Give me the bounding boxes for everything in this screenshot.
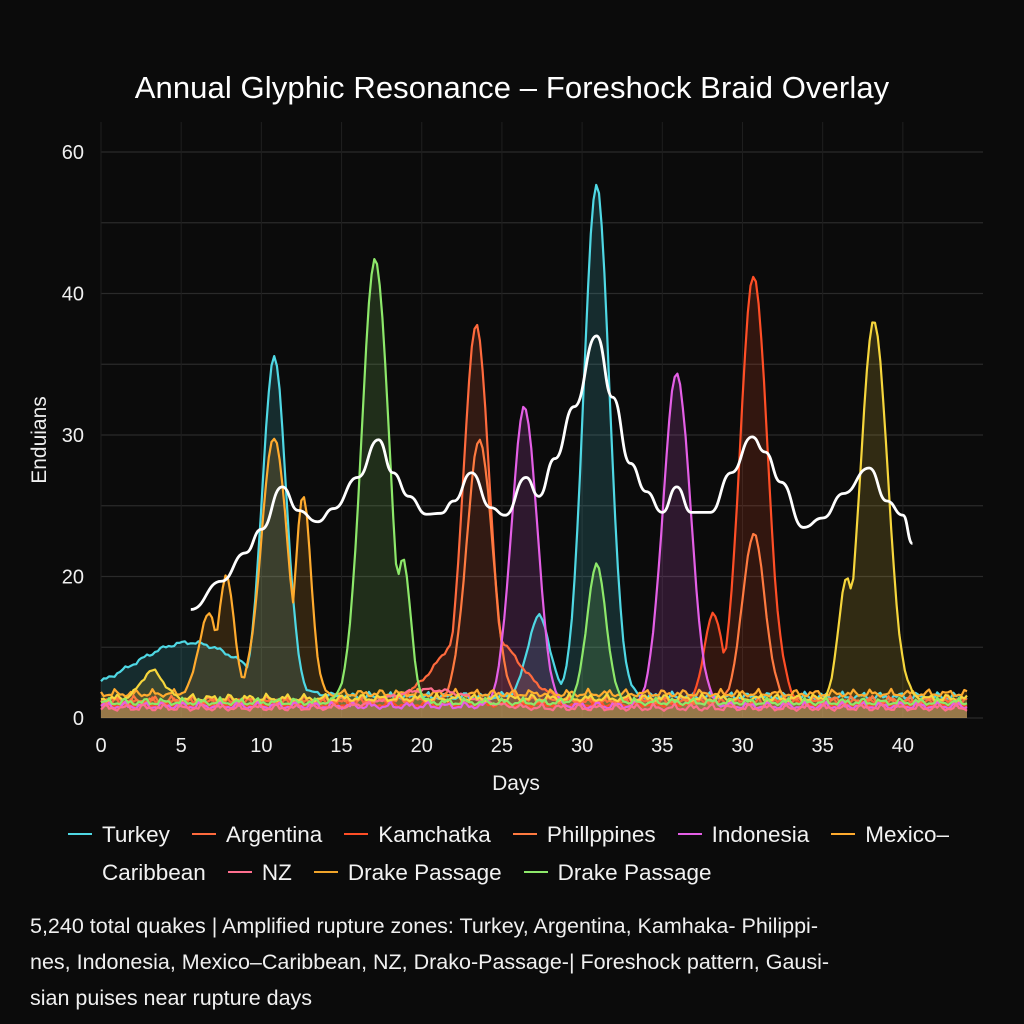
x-tick-label: 5 (176, 735, 187, 757)
x-tick-label: 20 (411, 735, 433, 757)
legend-swatch-icon (677, 833, 702, 836)
legend-item: Argentina (191, 816, 323, 854)
legend-swatch-icon (227, 871, 252, 874)
series-area (101, 438, 967, 718)
y-tick-label: 60 (62, 142, 84, 164)
legend-label: Caribbean (102, 860, 206, 885)
x-tick-label: 35 (812, 735, 834, 757)
legend-label: Phillppines (546, 822, 656, 847)
y-tick-label: 30 (62, 425, 84, 447)
legend-item: Drake Passage (523, 854, 712, 892)
footer-line: nes, Indonesia, Mexico–Caribbean, NZ, Dr… (30, 950, 830, 974)
series-line (100, 321, 968, 703)
legend-item: Mexico– (831, 816, 949, 854)
x-axis-label: Days (492, 772, 540, 795)
series-area (101, 373, 967, 718)
legend-label: Kamchatka (378, 822, 491, 847)
legend-label: Argentina (225, 822, 323, 847)
y-tick-label: 0 (73, 708, 84, 730)
y-tick-label: 40 (62, 284, 84, 306)
legend-swatch-icon (512, 833, 537, 836)
legend-item: Indonesia (677, 816, 810, 854)
legend-label: Indonesia (711, 822, 810, 847)
legend-item: Caribbean (102, 854, 206, 892)
legend-swatch-icon (313, 871, 338, 874)
legend-item: Turkey (68, 816, 170, 854)
x-tick-label: 40 (892, 735, 914, 757)
legend-label: Drake Passage (557, 860, 712, 885)
x-tick-label: 15 (330, 735, 352, 757)
footer-line: sian puises near rupture days (30, 986, 313, 1010)
legend: Turkey Argentina Kamchatka Phillppines Indon… (68, 816, 998, 892)
series-line (100, 687, 968, 712)
series-area (101, 184, 967, 718)
legend-label: NZ (261, 860, 292, 885)
footer-line: 5,240 total quakes | Amplified rupture z… (30, 914, 818, 938)
x-tick-label: 25 (491, 735, 513, 757)
legend-label: Turkey (102, 822, 170, 847)
legend-item: NZ (227, 854, 292, 892)
y-tick-label: 20 (62, 567, 84, 589)
legend-swatch-icon (523, 871, 548, 874)
footer-caption: 5,240 total quakes | Amplified rupture z… (30, 908, 990, 1016)
y-axis-label: Enduians (28, 396, 51, 484)
x-tick-label: 30 (731, 735, 753, 757)
x-axis-ticks: 0 5 10 15 20 25 30 35 30 35 40 (95, 735, 914, 757)
x-tick-label: 10 (250, 735, 272, 757)
trend-line-group (190, 334, 914, 611)
series-area (101, 276, 967, 718)
series-line (100, 437, 968, 698)
legend-swatch-icon (68, 833, 92, 836)
legend-item: Kamchatka (344, 816, 491, 854)
series-line (100, 258, 968, 707)
legend-item: Phillppines (512, 816, 656, 854)
chart-title: Annual Glyphic Resonance – Foreshock Bra… (134, 70, 890, 105)
x-tick-label: 35 (651, 735, 673, 757)
chart-canvas: 0 5 10 15 20 25 30 35 30 35 40 0 20 30 40 60 Days Endu… (28, 122, 983, 795)
legend-swatch-icon (344, 833, 369, 836)
legend-swatch-icon (191, 833, 216, 836)
legend-label: Drake Passage (347, 860, 502, 885)
trend-line (190, 334, 914, 611)
grid (100, 122, 983, 719)
series-lines (100, 183, 968, 712)
legend-label: Mexico– (865, 822, 950, 847)
x-tick-label: 0 (95, 735, 106, 757)
legend-item: Drake Passage (313, 854, 502, 892)
x-tick-label: 30 (571, 735, 593, 757)
y-axis-ticks: 0 20 30 40 60 (62, 142, 84, 730)
legend-swatch-icon (831, 833, 856, 836)
